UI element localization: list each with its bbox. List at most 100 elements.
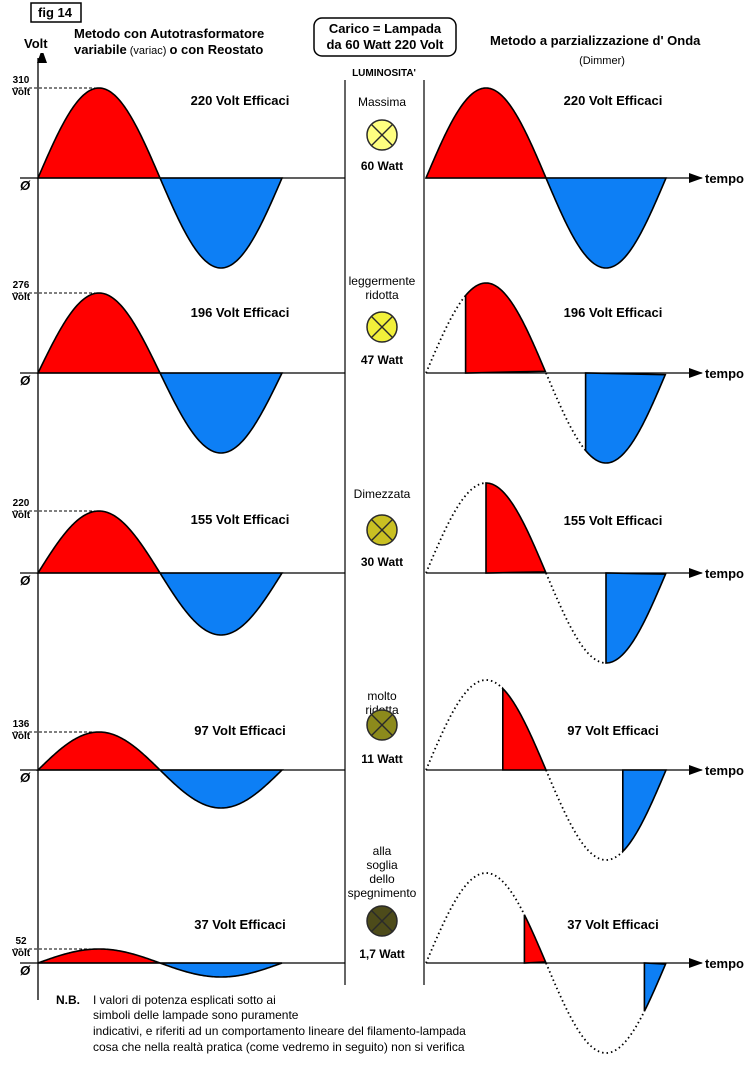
left-positive-halfwave bbox=[36, 292, 162, 374]
note-line-3: indicativi, e riferiti ad un comportamen… bbox=[93, 1024, 466, 1038]
load-box bbox=[313, 17, 457, 57]
right-blocked-wave bbox=[425, 295, 467, 374]
time-axis-label: tempo bbox=[705, 956, 744, 971]
brightness-label: alla bbox=[373, 844, 392, 858]
left-title-variabile: variabile bbox=[74, 42, 127, 57]
note-line-2: simboli delle lampade sono puramente bbox=[93, 1008, 299, 1022]
power-label: 47 Watt bbox=[361, 353, 403, 367]
zero-label: Ø bbox=[20, 178, 31, 193]
left-title-line1: Metodo con Autotrasformatore bbox=[74, 26, 264, 41]
volt-axis-label: Volt bbox=[24, 36, 48, 51]
power-label: 1,7 Watt bbox=[359, 947, 405, 961]
peak-voltage-unit: Volt bbox=[12, 292, 31, 303]
peak-voltage-unit: Volt bbox=[12, 731, 31, 742]
left-negative-halfwave bbox=[158, 769, 284, 809]
left-title-reostato: o con Reostato bbox=[169, 42, 263, 57]
right-negative-conduction bbox=[544, 177, 668, 269]
peak-voltage-value: 52 bbox=[15, 936, 27, 947]
right-rms-label: 97 Volt Efficaci bbox=[567, 723, 659, 738]
lamp-cross-line bbox=[370, 713, 394, 737]
peak-voltage-unit: Volt bbox=[12, 87, 31, 98]
load-box-line1: Carico = Lampada bbox=[329, 21, 442, 36]
peak-voltage-value: 136 bbox=[13, 719, 30, 730]
right-rms-label: 155 Volt Efficaci bbox=[564, 513, 663, 528]
zero-label: Ø bbox=[20, 373, 31, 388]
left-positive-halfwave bbox=[36, 731, 162, 771]
left-negative-halfwave bbox=[158, 372, 284, 454]
right-blocked-wave bbox=[545, 769, 624, 861]
brightness-label: leggermente bbox=[349, 274, 416, 288]
time-axis-label: tempo bbox=[705, 366, 744, 381]
left-negative-halfwave bbox=[159, 962, 283, 978]
left-negative-halfwave bbox=[158, 177, 284, 269]
right-positive-conduction bbox=[502, 686, 548, 771]
right-rms-label: 37 Volt Efficaci bbox=[567, 917, 659, 932]
lamp-cross-line bbox=[370, 315, 394, 339]
right-negative-conduction bbox=[584, 372, 667, 464]
peak-voltage-value: 220 bbox=[13, 498, 30, 509]
time-axis-label: tempo bbox=[705, 171, 744, 186]
brightness-label: dello bbox=[369, 872, 395, 886]
figure-tag: fig 14 bbox=[38, 5, 73, 20]
right-blocked-wave bbox=[545, 372, 587, 451]
left-rms-label: 155 Volt Efficaci bbox=[191, 512, 290, 527]
note-line-4: cosa che nella realtà pratica (come vedr… bbox=[93, 1040, 465, 1054]
power-label: 30 Watt bbox=[361, 555, 403, 569]
figure-tag-box bbox=[30, 2, 82, 23]
right-negative-conduction bbox=[622, 769, 668, 854]
brightness-label: molto bbox=[367, 689, 397, 703]
peak-voltage-value: 310 bbox=[13, 75, 30, 86]
left-title-variac: (variac) bbox=[130, 45, 167, 57]
power-label: 60 Watt bbox=[361, 159, 403, 173]
left-positive-halfwave bbox=[37, 948, 161, 964]
lamp-cross-line bbox=[370, 123, 394, 147]
right-positive-conduction bbox=[424, 87, 548, 179]
left-positive-halfwave bbox=[36, 510, 162, 574]
right-blocked-wave bbox=[425, 872, 525, 964]
time-axis-label: tempo bbox=[705, 763, 744, 778]
right-blocked-wave bbox=[545, 572, 606, 664]
brightness-label: soglia bbox=[366, 858, 398, 872]
zero-label: Ø bbox=[20, 573, 31, 588]
right-blocked-wave bbox=[545, 962, 645, 1054]
load-box-line2: da 60 Watt 220 Volt bbox=[326, 37, 444, 52]
right-title-line2: (Dimmer) bbox=[579, 55, 625, 67]
right-rms-label: 196 Volt Efficaci bbox=[564, 305, 663, 320]
right-positive-conduction bbox=[523, 914, 547, 964]
left-negative-halfwave bbox=[158, 572, 284, 636]
time-axis-label: tempo bbox=[705, 566, 744, 581]
peak-voltage-value: 276 bbox=[13, 280, 30, 291]
right-negative-conduction bbox=[643, 962, 667, 1012]
peak-voltage-unit: Volt bbox=[12, 948, 31, 959]
brightness-label: ridotta bbox=[365, 288, 399, 302]
note-line-1: I valori di potenza esplicati sotto ai bbox=[93, 993, 276, 1007]
zero-label: Ø bbox=[20, 963, 31, 978]
right-negative-conduction bbox=[605, 572, 667, 664]
peak-voltage-unit: Volt bbox=[12, 510, 31, 521]
brightness-label: Massima bbox=[358, 95, 406, 109]
brightness-label: spegnimento bbox=[348, 886, 417, 900]
left-rms-label: 97 Volt Efficaci bbox=[194, 723, 286, 738]
left-positive-halfwave bbox=[36, 87, 162, 179]
lamp-cross-line bbox=[370, 518, 394, 542]
right-title-line1: Metodo a parzializzazione d' Onda bbox=[490, 33, 701, 48]
note-label: N.B. bbox=[56, 993, 80, 1007]
right-rms-label: 220 Volt Efficaci bbox=[564, 93, 663, 108]
left-rms-label: 37 Volt Efficaci bbox=[194, 917, 286, 932]
right-positive-conduction bbox=[485, 482, 547, 574]
brightness-header: LUMINOSITA' bbox=[352, 68, 416, 79]
brightness-label: Dimezzata bbox=[354, 487, 411, 501]
right-blocked-wave bbox=[425, 679, 504, 771]
power-label: 11 Watt bbox=[361, 752, 403, 766]
left-rms-label: 196 Volt Efficaci bbox=[191, 305, 290, 320]
left-title-line2: variabile (variac) o con Reostato bbox=[74, 42, 263, 57]
left-rms-label: 220 Volt Efficaci bbox=[191, 93, 290, 108]
